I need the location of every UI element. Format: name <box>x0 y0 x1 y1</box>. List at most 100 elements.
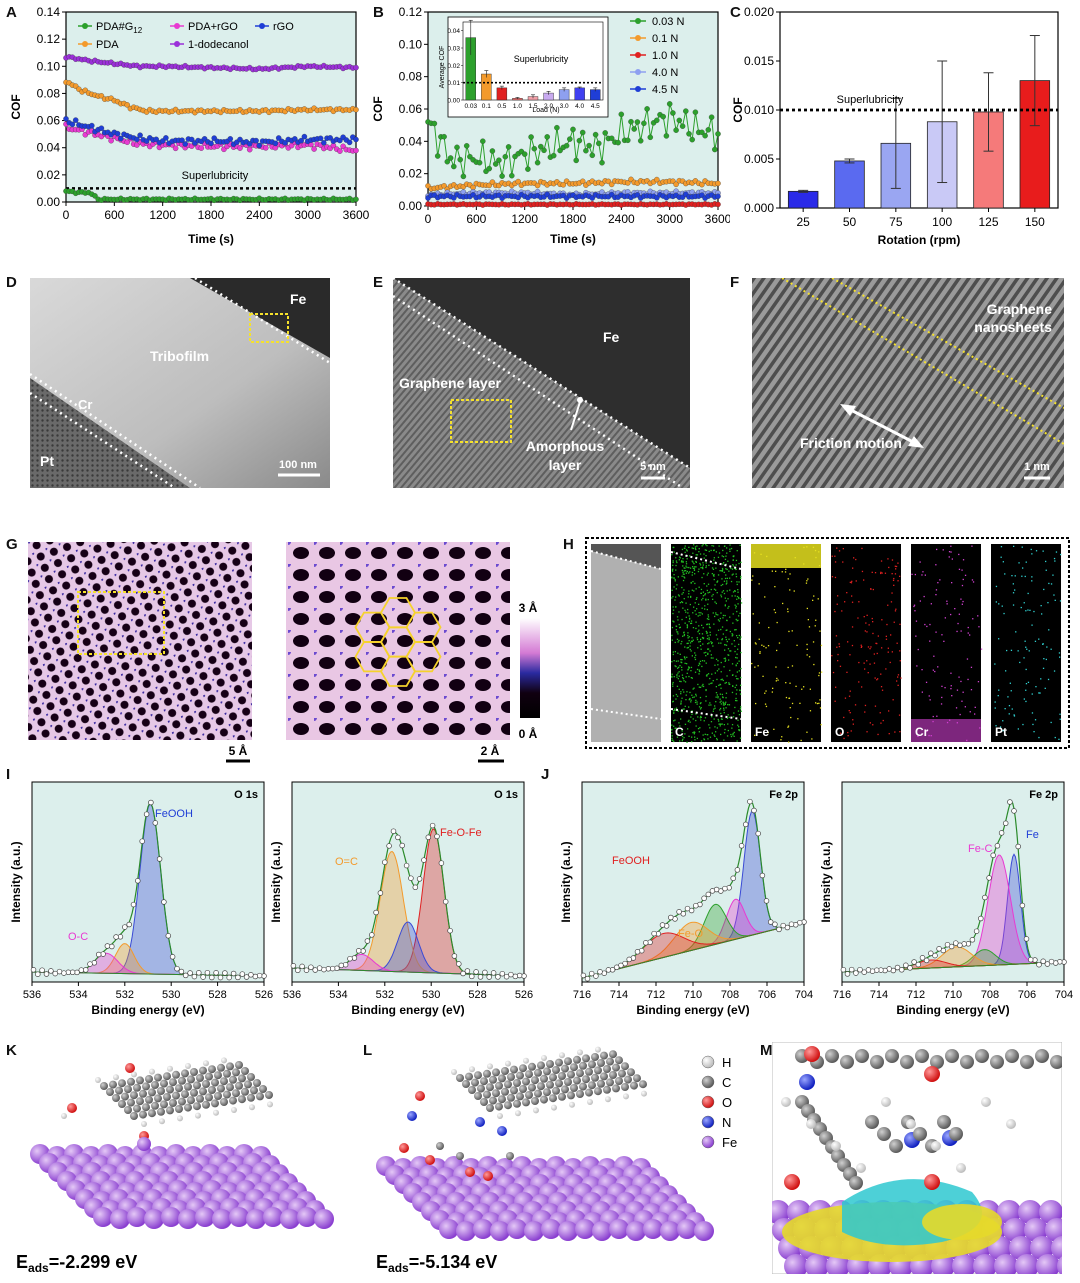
legend-marker <box>635 86 641 92</box>
data-point <box>702 132 708 139</box>
data-point <box>699 129 705 136</box>
eds-pixel <box>728 716 730 718</box>
hydrogen-atom <box>881 1097 891 1107</box>
eds-pixel <box>725 568 727 570</box>
eds-pixel <box>1013 714 1015 716</box>
eds-pixel <box>940 703 943 705</box>
eds-pixel <box>675 693 677 696</box>
hydrogen-atom <box>505 1060 511 1067</box>
data-point <box>589 152 596 159</box>
eds-pixel <box>821 671 823 673</box>
data-point <box>337 148 343 154</box>
eds-pixel <box>751 579 753 581</box>
eds-pixel <box>866 614 868 616</box>
eds-pixel <box>751 662 753 665</box>
eds-pixel <box>1058 652 1061 654</box>
eds-pixel <box>724 649 726 651</box>
eds-pixel <box>790 716 792 719</box>
carbon-atom <box>477 1084 485 1093</box>
raw-data-point <box>30 967 37 973</box>
eds-pixel <box>994 707 996 709</box>
data-point <box>480 138 486 144</box>
eds-pixel <box>880 560 883 562</box>
eds-pixel <box>681 711 683 713</box>
eds-pixel <box>887 647 889 649</box>
eds-pixel <box>737 589 739 591</box>
eds-pixel <box>702 544 704 546</box>
eds-pixel <box>726 547 728 549</box>
peak-label: FeOOH <box>155 808 193 820</box>
raw-data-point <box>772 921 778 928</box>
eds-pixel <box>735 568 737 571</box>
panel-label-e: E <box>373 274 384 291</box>
eds-pixel <box>954 608 956 610</box>
raw-data-point <box>978 915 984 922</box>
raw-data-point <box>213 970 219 976</box>
eds-pixel <box>678 734 680 736</box>
eds-pixel <box>726 568 728 571</box>
eds-pixel <box>688 735 690 737</box>
eds-pixel <box>685 611 687 613</box>
data-point <box>431 120 438 127</box>
eds-pixel <box>672 701 674 703</box>
eds-pixel <box>725 644 728 646</box>
eds-pixel <box>722 563 724 565</box>
data-point <box>541 147 547 154</box>
fe-atom <box>110 1209 130 1229</box>
eds-pixel <box>691 640 693 643</box>
eds-pixel <box>703 553 705 555</box>
eds-map-pt: Pt <box>991 544 1062 742</box>
panel-label-b: B <box>373 4 384 21</box>
eds-pixel <box>672 560 674 562</box>
eds-pixel <box>934 670 936 673</box>
eds-pixel <box>724 577 727 580</box>
carbon-atom <box>480 1098 488 1106</box>
oxygen-atom <box>67 1103 77 1113</box>
eds-pixel <box>677 672 679 674</box>
oxygen-atom <box>483 1171 493 1181</box>
eds-pixel <box>789 707 791 709</box>
eds-pixel <box>701 660 704 662</box>
y-tick-label: 0.14 <box>37 5 61 19</box>
eds-pixel <box>835 635 838 637</box>
raw-data-point <box>613 964 620 971</box>
eds-pixel <box>682 571 684 573</box>
data-point <box>476 159 483 166</box>
eds-pixel <box>727 723 729 725</box>
superlubricity-label: Superlubricity <box>182 170 249 182</box>
eds-pixel <box>704 608 706 610</box>
eds-pixel <box>720 723 722 725</box>
eds-pixel <box>672 695 675 697</box>
carbon-atom <box>990 1055 1004 1069</box>
eds-pixel <box>701 545 703 547</box>
eds-pixel <box>819 630 821 632</box>
carbon-atom <box>507 1073 515 1081</box>
eds-pixel <box>876 652 878 655</box>
eds-pixel <box>1033 610 1035 613</box>
eds-pixel <box>913 605 915 608</box>
eds-pixel <box>724 682 726 684</box>
hydrogen-atom <box>221 1057 227 1064</box>
eds-pixel <box>723 666 725 668</box>
x-tick-label: 2400 <box>608 212 635 226</box>
oxygen-atom <box>415 1091 425 1101</box>
eds-pixel <box>738 597 740 600</box>
eds-pixel <box>699 614 701 616</box>
eds-pixel <box>866 731 868 733</box>
eds-pixel <box>678 688 680 690</box>
eds-pixel <box>714 615 716 618</box>
eds-pixel <box>719 698 721 700</box>
data-point <box>660 113 666 120</box>
x-tick-label: 532 <box>376 989 394 1001</box>
eds-pixel <box>765 647 767 649</box>
nitrogen-atom <box>497 1126 507 1136</box>
inset-bar <box>574 87 585 101</box>
eds-pixel <box>731 595 733 597</box>
carbon-atom <box>1020 1055 1034 1069</box>
carbon-atom <box>133 1083 141 1092</box>
eds-pixel <box>724 728 726 731</box>
eds-pixel <box>681 640 683 643</box>
raw-data-point <box>451 953 458 959</box>
eds-pixel <box>1022 567 1024 569</box>
